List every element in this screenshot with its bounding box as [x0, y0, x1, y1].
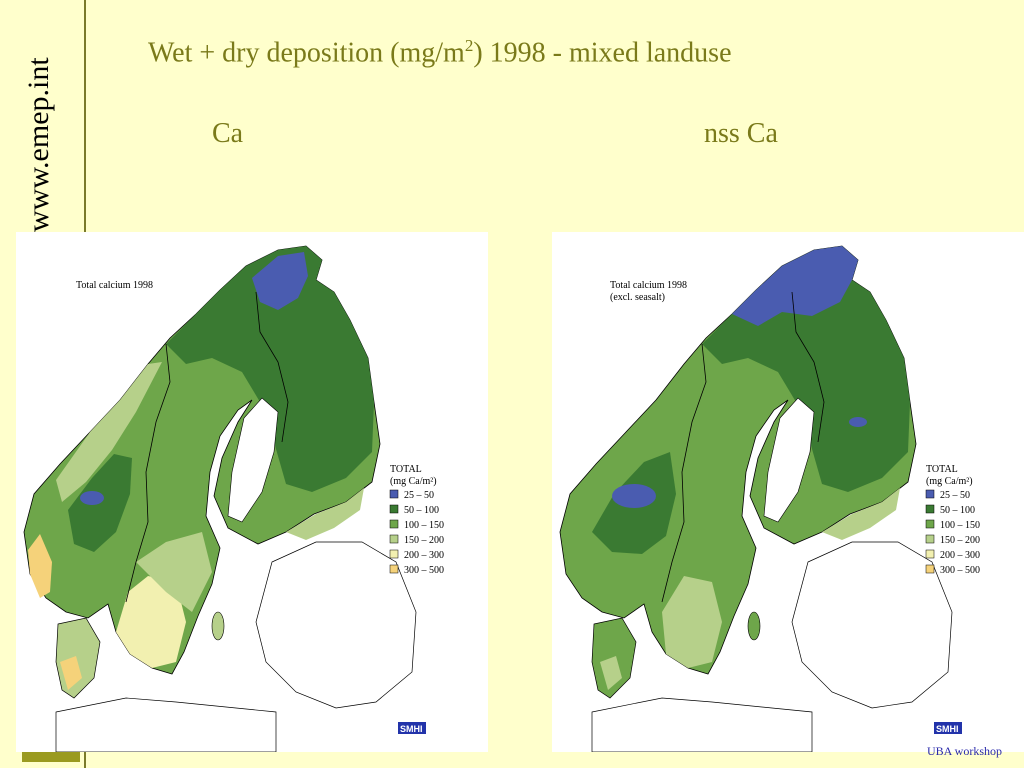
zone-150-200-norway-coast: [56, 362, 162, 502]
land-denmark: [55, 617, 101, 699]
legend-title: TOTAL: [926, 464, 958, 475]
island-gotland: [211, 611, 225, 641]
legend-swatch: [389, 549, 399, 559]
legend-units: (mg Ca/m²): [390, 476, 437, 487]
zone-150-200-south-sweden: [136, 532, 212, 612]
legend-title: TOTAL: [390, 464, 422, 475]
map-heading-ca: Ca: [212, 118, 244, 149]
title-superscript: 2: [464, 36, 474, 55]
smhi-logo-bg: [398, 722, 426, 734]
map-panel-ca: Total calcium 1998 TOTAL (mg Ca/m²) 25 –…: [16, 232, 488, 752]
legend-label: 25 – 50: [940, 490, 970, 501]
map-panel-nss-ca: Total calcium 1998 (excl. seasalt) TOTAL…: [552, 232, 1024, 752]
zone-25-50-north: [252, 252, 308, 310]
title-rest: ) 1998 - mixed landuse: [473, 37, 732, 69]
legend-swatch: [925, 504, 935, 514]
legend-label: 300 – 500: [404, 565, 444, 576]
border-norway-sweden: [661, 343, 707, 603]
zone-300-500-denmark: [60, 656, 82, 690]
land-germany-poland: [55, 697, 277, 752]
land-germany-poland: [591, 697, 813, 752]
legend-label: 200 – 300: [404, 550, 444, 561]
slide-title: Wet + dry deposition (mg/m2) 1998 - mixe…: [148, 36, 732, 69]
legend-swatch: [925, 564, 935, 574]
smhi-logo: SMHI: [400, 724, 423, 734]
land-baltics: [791, 541, 953, 709]
zone-25-50-finland: [849, 417, 867, 427]
map-ca: Total calcium 1998 TOTAL (mg Ca/m²) 25 –…: [23, 245, 444, 752]
legend-label: 50 – 100: [940, 505, 975, 516]
zone-300-500-sw-norway: [28, 534, 52, 598]
legend-swatch: [925, 489, 935, 499]
title-main: Wet + dry deposition (mg/m: [148, 37, 465, 69]
legend-label: 150 – 200: [940, 535, 980, 546]
legend-swatch: [925, 519, 935, 529]
map-nss-ca: Total calcium 1998 (excl. seasalt) TOTAL…: [559, 245, 980, 752]
legend-swatch: [925, 549, 935, 559]
legend-label: 100 – 150: [940, 520, 980, 531]
border-norway-sweden: [125, 343, 171, 603]
footer-text: UBA workshop: [926, 744, 1002, 758]
map-heading-nss-ca: nss Ca: [704, 118, 778, 149]
zone-150-200-south-sweden: [662, 576, 722, 668]
legend-label: 25 – 50: [404, 490, 434, 501]
island-gotland: [747, 611, 761, 641]
zone-25-50-north: [732, 246, 858, 326]
map-title-nss-ca: Total calcium 1998: [610, 280, 687, 291]
zone-50-100-north: [166, 246, 374, 492]
legend-units: (mg Ca/m²): [926, 476, 973, 487]
zone-200-300-south-sweden: [116, 576, 186, 668]
legend-swatch: [389, 564, 399, 574]
smhi-logo: SMHI: [936, 724, 959, 734]
gulf-of-bothnia: [227, 397, 279, 523]
zone-25-50-norway: [80, 491, 104, 505]
legend-ca: TOTAL (mg Ca/m²) 25 – 50 50 – 100 100 – 15…: [389, 464, 444, 576]
land-baltics: [255, 541, 417, 709]
gulf-of-bothnia: [763, 397, 815, 523]
legend-swatch: [389, 519, 399, 529]
smhi-logo-bg: [934, 722, 962, 734]
legend-label: 150 – 200: [404, 535, 444, 546]
legend-label: 100 – 150: [404, 520, 444, 531]
map-subtitle-nss-ca: (excl. seasalt): [610, 292, 665, 303]
border-sweden-finland: [255, 291, 289, 443]
zone-150-200-finland: [822, 488, 900, 540]
border-sweden-finland: [791, 291, 825, 443]
legend-label: 300 – 500: [940, 565, 980, 576]
zone-150-200-denmark: [600, 656, 622, 690]
legend-swatch: [389, 534, 399, 544]
zone-25-50-norway: [612, 484, 656, 508]
legend-label: 200 – 300: [940, 550, 980, 561]
legend-swatch: [389, 504, 399, 514]
map-title-ca: Total calcium 1998: [76, 280, 153, 291]
legend-swatch: [389, 489, 399, 499]
legend-nss-ca: TOTAL (mg Ca/m²) 25 – 50 50 – 100 100 – 15…: [925, 464, 980, 576]
zone-150-200-finland: [286, 488, 364, 540]
legend-label: 50 – 100: [404, 505, 439, 516]
legend-swatch: [925, 534, 935, 544]
site-url: www.emep.int: [22, 57, 55, 232]
